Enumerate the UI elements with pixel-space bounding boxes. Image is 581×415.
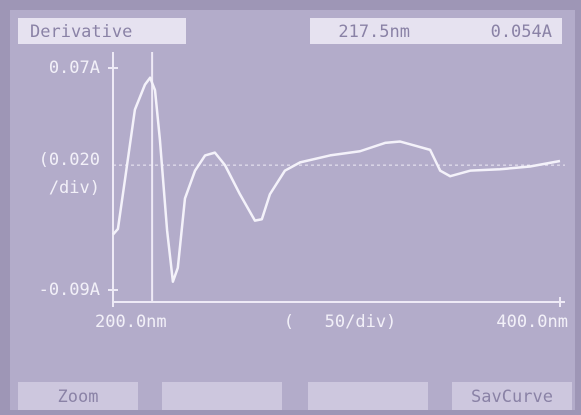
spectrum-line [112,76,561,283]
display [10,10,575,410]
button[interactable] [18,382,138,410]
y-annotation: (0.020 [39,150,100,170]
button[interactable] [452,382,572,410]
button-label: Zoom [58,387,99,407]
x-tick-label: 400.0nm [496,312,568,332]
x-tick-label: 200.0nm [95,312,167,332]
mode-label: Derivative [30,22,132,42]
cursor-value-readout: 0.054A [491,22,552,42]
button[interactable] [308,382,428,410]
y-tick-label: -0.09A [39,280,100,300]
y-tick-label: 0.07A [49,58,100,78]
button[interactable] [162,382,282,410]
x-annotation: ( 50/div) [284,312,397,332]
button-label: SavCurve [471,387,553,407]
mode-box [18,18,186,44]
y-annotation: /div) [49,178,100,198]
cursor-x-readout: 217.5nm [338,22,410,42]
readout-box [310,18,562,44]
